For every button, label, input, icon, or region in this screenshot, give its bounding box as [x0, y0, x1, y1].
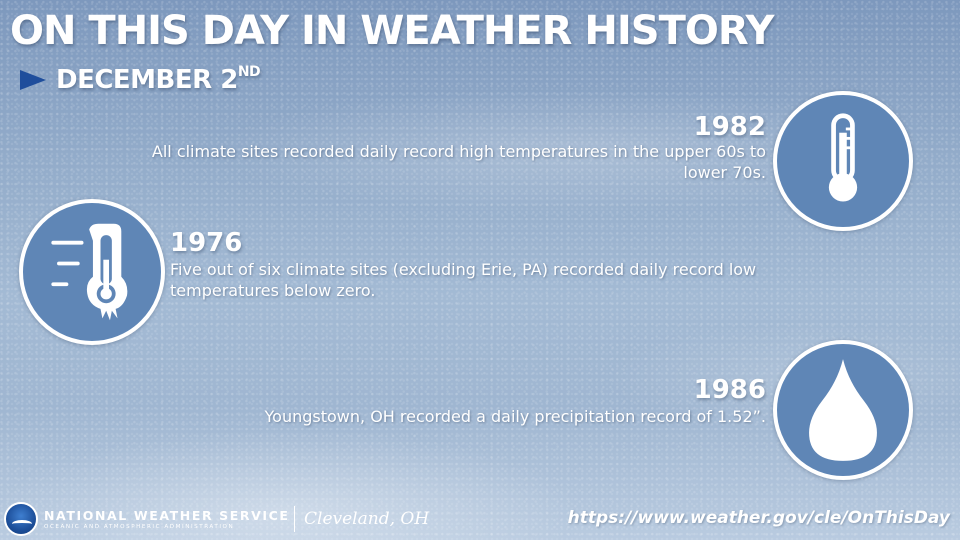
noaa-logo-icon: [4, 502, 38, 536]
event-text-1976: Five out of six climate sites (excluding…: [170, 260, 757, 300]
event-year-1976: 1976: [170, 228, 243, 258]
thermometer-icon: [773, 91, 913, 231]
date-label: DECEMBER 2ND: [56, 64, 261, 95]
raindrop-icon: [773, 340, 913, 480]
footer-url-link[interactable]: https://www.weather.gov/cle/OnThisDay: [567, 508, 950, 528]
arrow-right-icon: [20, 69, 46, 90]
event-text-1986: Youngstown, OH recorded a daily precipit…: [264, 407, 766, 426]
frozen-thermometer-icon: [19, 199, 165, 345]
date-main: DECEMBER 2: [56, 65, 238, 95]
noaa-gull-shape: [12, 520, 32, 528]
agency-block: NATIONAL WEATHER SERVICE OCEANIC AND ATM…: [44, 508, 290, 530]
date-suffix: ND: [237, 64, 261, 80]
footer-divider: [294, 506, 295, 532]
office-name: Cleveland, OH: [304, 509, 430, 529]
page-title: ON THIS DAY IN WEATHER HISTORY: [10, 8, 774, 54]
agency-name: NATIONAL WEATHER SERVICE: [44, 508, 290, 523]
event-year-1986: 1986: [693, 375, 766, 405]
event-year-1982: 1982: [693, 112, 766, 142]
date-heading: DECEMBER 2ND: [20, 64, 261, 95]
agency-subtitle: OCEANIC AND ATMOSPHERIC ADMINISTRATION: [44, 524, 235, 530]
event-text-1982: All climate sites recorded daily record …: [151, 142, 766, 182]
